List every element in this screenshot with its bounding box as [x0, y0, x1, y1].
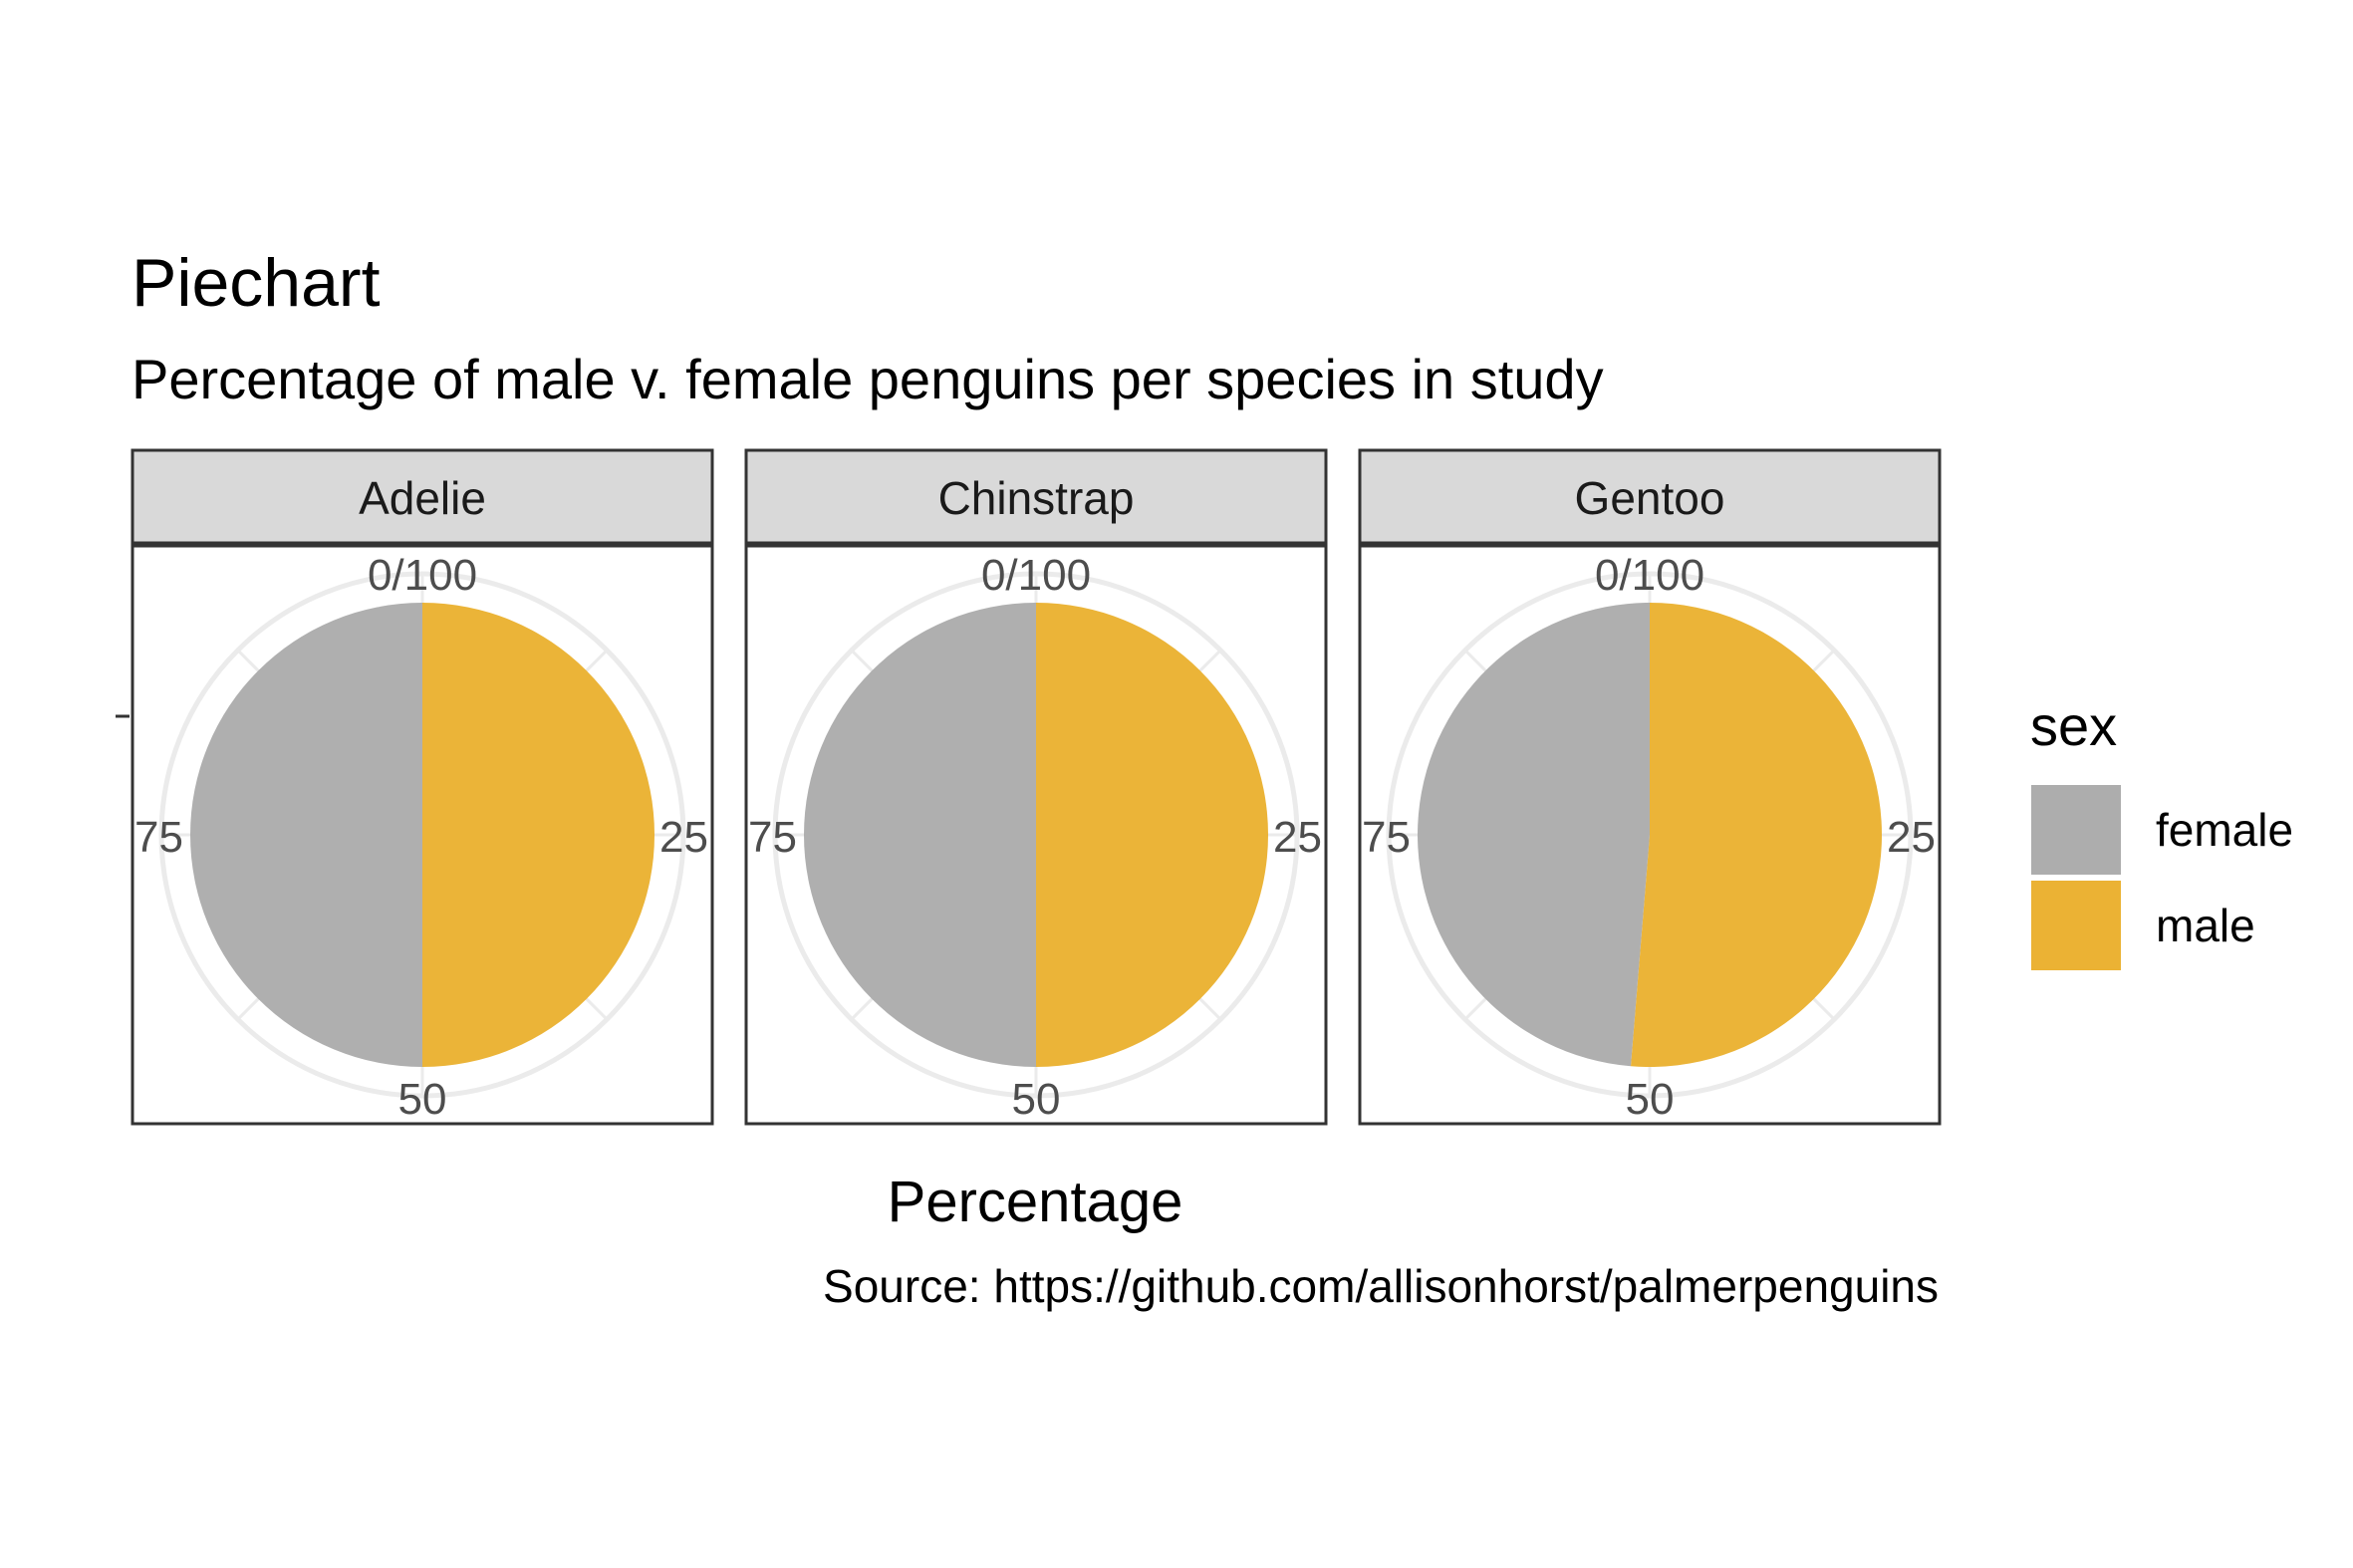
angular-tick-label: 0/100	[368, 551, 477, 600]
angular-tick-label: 50	[398, 1075, 447, 1124]
chart-title: Piechart	[131, 245, 381, 321]
facet-strip-label: Gentoo	[1575, 472, 1725, 524]
legend-key-female	[2031, 785, 2121, 875]
pie-slice-adelie-male	[422, 603, 654, 1067]
legend-label-male: male	[2156, 900, 2255, 951]
pie-slice-adelie-female	[190, 603, 422, 1067]
pie-slice-gentoo-female	[1418, 603, 1650, 1067]
pie-slice-chinstrap-female	[804, 603, 1036, 1067]
facet-strip	[131, 448, 714, 545]
legend: sex female male	[2030, 694, 2293, 970]
angular-tick-label: 0/100	[1595, 551, 1704, 600]
facet-chinstrap: Chinstrap 0/100 25 50 75	[744, 448, 1328, 1126]
facet-strip	[1358, 448, 1942, 545]
legend-title: sex	[2030, 694, 2117, 757]
angular-tick-label: 25	[1887, 813, 1936, 862]
facet-strip-label: Chinstrap	[938, 472, 1135, 524]
x-axis-label: Percentage	[888, 1170, 1183, 1234]
angular-tick-label: 75	[748, 813, 797, 862]
pie-slice-gentoo-male	[1630, 603, 1883, 1068]
facet-strip	[744, 448, 1328, 545]
angular-tick-label: 50	[1012, 1075, 1061, 1124]
angular-tick-label: 75	[1362, 813, 1411, 862]
pie-slice-chinstrap-male	[1036, 603, 1268, 1067]
facet-gentoo: Gentoo 0/100 25 50 75	[1358, 448, 1942, 1126]
angular-tick-label: 50	[1626, 1075, 1675, 1124]
chart-caption: Source: https://github.com/allisonhorst/…	[823, 1260, 1939, 1312]
facet-adelie: Adelie 0/100 25 50 75	[131, 448, 714, 1126]
facet-strip-label: Adelie	[359, 472, 486, 524]
legend-label-female: female	[2156, 804, 2293, 856]
angular-tick-label: 25	[659, 813, 708, 862]
facet-panels: Adelie0/100255075Chinstrap0/100255075Gen…	[131, 448, 1942, 1126]
chart-subtitle: Percentage of male v. female penguins pe…	[131, 348, 1604, 410]
angular-tick-label: 25	[1273, 813, 1322, 862]
angular-tick-label: 75	[134, 813, 183, 862]
angular-tick-label: 0/100	[981, 551, 1091, 600]
legend-key-male	[2031, 881, 2121, 970]
